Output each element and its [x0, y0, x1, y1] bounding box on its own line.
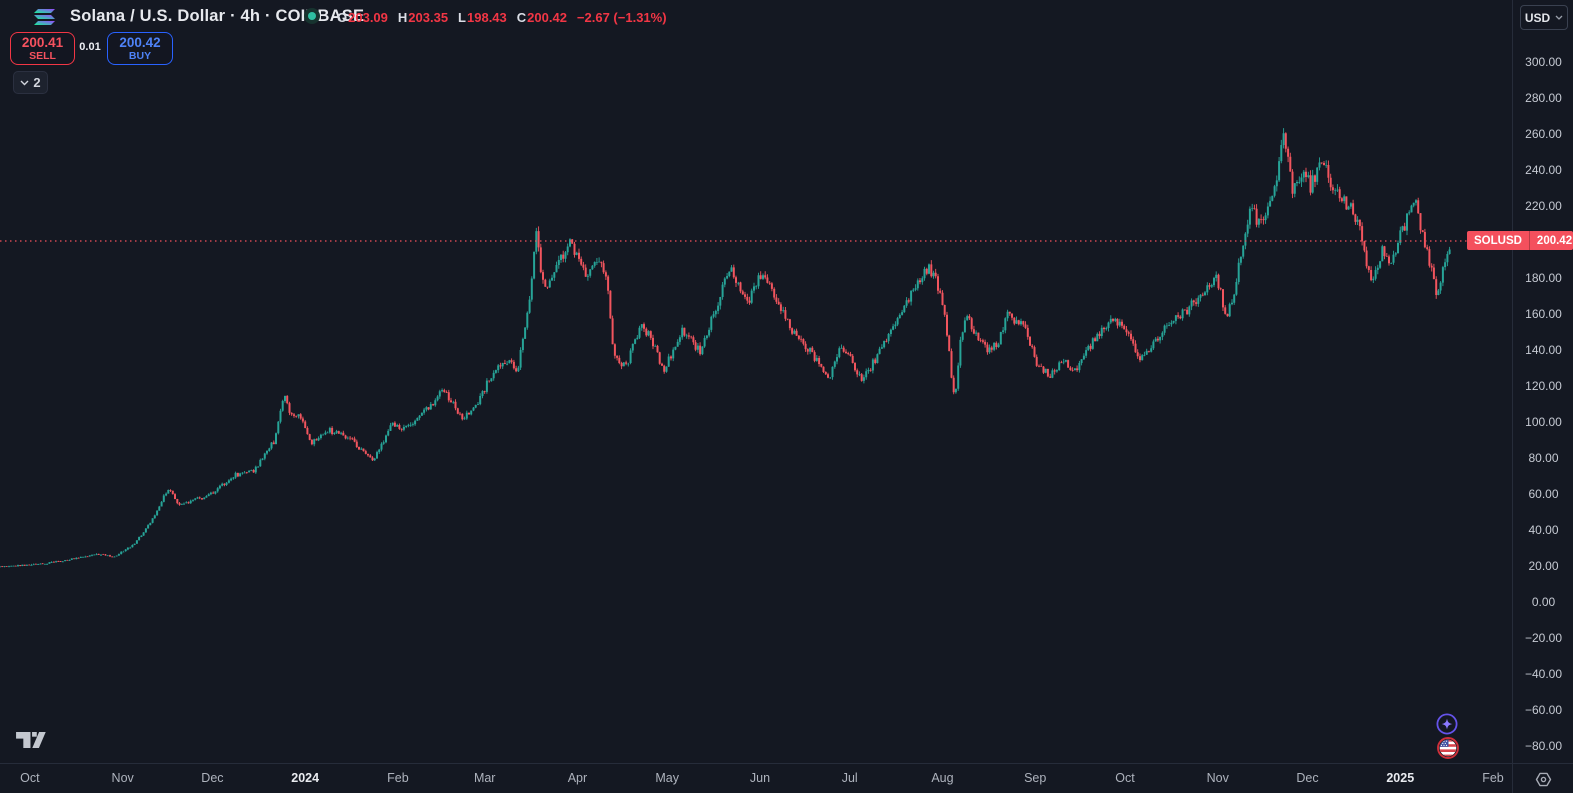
price-axis-tick: 20.00: [1528, 558, 1559, 573]
price-axis-tick: 240.00: [1525, 162, 1562, 177]
price-axis-tick: 80.00: [1528, 450, 1559, 465]
chevron-down-icon: [1555, 15, 1563, 20]
time-axis-tick: Nov: [111, 771, 134, 785]
price-axis-tick: 60.00: [1528, 486, 1559, 501]
price-chip-price: 200.42: [1536, 234, 1573, 247]
price-axis-tick: −40.00: [1524, 666, 1563, 681]
sell-price: 200.41: [21, 35, 64, 50]
price-axis-tick: 300.00: [1525, 54, 1562, 69]
close-value: 200.42: [527, 10, 567, 25]
time-axis-tick: Dec: [1296, 771, 1319, 785]
market-status-icon: [304, 8, 320, 24]
chart-settings-button[interactable]: [1512, 764, 1573, 793]
open-label: O: [337, 10, 348, 25]
price-axis-tick: 260.00: [1525, 126, 1562, 141]
time-axis[interactable]: Oct Nov Dec 2024 Feb Mar Apr May Jun Jul Aug Sep Oct…: [0, 763, 1573, 793]
indicator-count-dropdown[interactable]: 2: [13, 71, 48, 94]
time-axis-tick: May: [655, 771, 680, 785]
last-price-label: SOLUSD 200.42: [1467, 231, 1573, 251]
price-axis-tick: 0.00: [1531, 594, 1556, 609]
price-axis-tick: −60.00: [1524, 702, 1563, 717]
time-axis-tick: Jun: [749, 771, 771, 785]
price-chip-symbol: SOLUSD: [1467, 231, 1530, 251]
change-value: −2.67 (−1.31%): [576, 10, 667, 25]
price-axis-tick: 180.00: [1525, 270, 1562, 285]
high-value: 203.35: [408, 10, 449, 25]
price-axis-tick: −20.00: [1524, 630, 1563, 645]
ohlc-values: O203.09 H203.35 L198.43 C200.42 −2.67 (−…: [337, 10, 667, 25]
low-label: L: [458, 10, 466, 25]
indicator-count: 2: [33, 75, 41, 90]
sell-label: SELL: [29, 50, 56, 62]
time-axis-tick: Mar: [473, 771, 496, 785]
economic-event-flag-button[interactable]: [1437, 737, 1459, 759]
candlestick-chart[interactable]: [0, 0, 1512, 763]
open-value: 203.09: [348, 10, 388, 25]
time-axis-tick: 2024: [291, 771, 320, 785]
close-label: C: [516, 10, 527, 25]
high-label: H: [397, 10, 408, 25]
sell-button[interactable]: 200.41 SELL: [10, 32, 75, 65]
price-axis-tick: 280.00: [1525, 90, 1562, 105]
time-axis-tick: Oct: [20, 771, 40, 785]
currency-dropdown[interactable]: USD: [1520, 5, 1568, 30]
price-axis-tick: 40.00: [1528, 522, 1559, 537]
settings-hexagon-icon: [1535, 772, 1552, 786]
price-axis[interactable]: USD 300.00280.00260.00240.00220.00200.00…: [1512, 0, 1573, 763]
buy-price: 200.42: [119, 35, 161, 50]
time-axis-tick: Jul: [841, 771, 858, 785]
currency-label: USD: [1524, 10, 1551, 25]
time-axis-tick: Feb: [1482, 771, 1504, 785]
tradingview-logo[interactable]: [16, 732, 46, 748]
time-axis-tick: 2025: [1386, 771, 1415, 785]
time-axis-tick: Sep: [1024, 771, 1047, 785]
sparkle-icon: [1441, 718, 1453, 730]
solana-logo-icon: [33, 9, 57, 25]
price-axis-tick: 100.00: [1525, 414, 1562, 429]
time-axis-tick: Aug: [931, 771, 954, 785]
price-axis-tick: −80.00: [1524, 738, 1563, 753]
time-axis-tick: Apr: [567, 771, 588, 785]
price-axis-tick: 220.00: [1525, 198, 1562, 213]
time-axis-tick: Oct: [1115, 771, 1135, 785]
us-flag-icon: [1437, 737, 1459, 759]
chevron-down-icon: [20, 80, 29, 85]
time-axis-tick: Nov: [1206, 771, 1229, 785]
price-axis-tick: 120.00: [1525, 378, 1562, 393]
low-value: 198.43: [467, 10, 507, 25]
buy-button[interactable]: 200.42 BUY: [107, 32, 173, 65]
price-axis-tick: 160.00: [1525, 306, 1562, 321]
time-axis-tick: Dec: [201, 771, 224, 785]
price-axis-tick: 140.00: [1525, 342, 1562, 357]
time-axis-tick: Feb: [387, 771, 409, 785]
ai-sparkle-button[interactable]: [1436, 713, 1458, 735]
spread-value: 0.01: [79, 41, 101, 53]
symbol-title[interactable]: Solana / U.S. Dollar · 4h · COINBASE: [70, 7, 365, 25]
buy-label: BUY: [128, 50, 152, 62]
